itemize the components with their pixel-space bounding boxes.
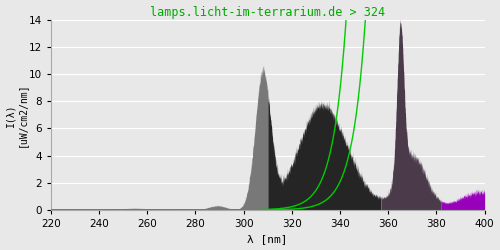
- Title: lamps.licht-im-terrarium.de > 324: lamps.licht-im-terrarium.de > 324: [150, 6, 386, 18]
- X-axis label: λ [nm]: λ [nm]: [248, 234, 288, 244]
- Y-axis label: I(λ)
[uW/cm2/nm]: I(λ) [uW/cm2/nm]: [6, 82, 27, 147]
